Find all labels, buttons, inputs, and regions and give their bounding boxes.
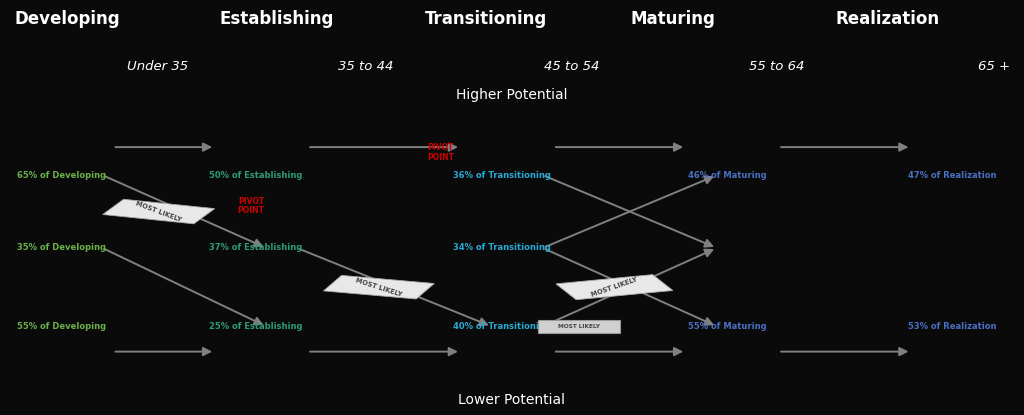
Text: 36% of Transitioning: 36% of Transitioning — [453, 171, 551, 180]
Text: 65% of Developing: 65% of Developing — [16, 171, 106, 180]
Bar — [324, 276, 434, 299]
Text: MOST LIKELY: MOST LIKELY — [355, 277, 402, 298]
Text: Establishing: Establishing — [219, 10, 334, 28]
Text: 55% of Developing: 55% of Developing — [16, 322, 106, 331]
Text: 46% of Maturing: 46% of Maturing — [688, 171, 766, 180]
Text: Lower Potential: Lower Potential — [459, 393, 565, 407]
Text: 37% of Establishing: 37% of Establishing — [209, 244, 303, 252]
Bar — [556, 275, 673, 300]
Text: 50% of Establishing: 50% of Establishing — [209, 171, 303, 180]
Text: 34% of Transitioning: 34% of Transitioning — [453, 244, 551, 252]
Text: MOST LIKELY: MOST LIKELY — [557, 324, 600, 329]
Text: Realization: Realization — [836, 10, 940, 28]
Text: 65 +: 65 + — [978, 60, 1010, 73]
Text: 40% of Transitioning: 40% of Transitioning — [453, 322, 551, 331]
Text: PIVOT
POINT: PIVOT POINT — [238, 197, 264, 215]
Text: 55 to 64: 55 to 64 — [750, 60, 805, 73]
Text: 25% of Establishing: 25% of Establishing — [209, 322, 303, 331]
Text: Developing: Developing — [14, 10, 120, 28]
Text: 35% of Developing: 35% of Developing — [17, 244, 105, 252]
Text: MOST LIKELY: MOST LIKELY — [591, 276, 638, 298]
Bar — [538, 320, 620, 333]
Text: 47% of Realization: 47% of Realization — [908, 171, 996, 180]
Text: Under 35: Under 35 — [127, 60, 188, 73]
Text: PIVOT
POINT: PIVOT POINT — [427, 143, 454, 162]
Text: 35 to 44: 35 to 44 — [339, 60, 394, 73]
Bar — [102, 199, 215, 224]
Text: MOST LIKELY: MOST LIKELY — [135, 200, 182, 223]
Text: Transitioning: Transitioning — [425, 10, 547, 28]
Text: Higher Potential: Higher Potential — [457, 88, 567, 103]
Text: Maturing: Maturing — [630, 10, 715, 28]
Text: 45 to 54: 45 to 54 — [544, 60, 599, 73]
Text: 53% of Realization: 53% of Realization — [908, 322, 996, 331]
Text: 55% of Maturing: 55% of Maturing — [688, 322, 766, 331]
